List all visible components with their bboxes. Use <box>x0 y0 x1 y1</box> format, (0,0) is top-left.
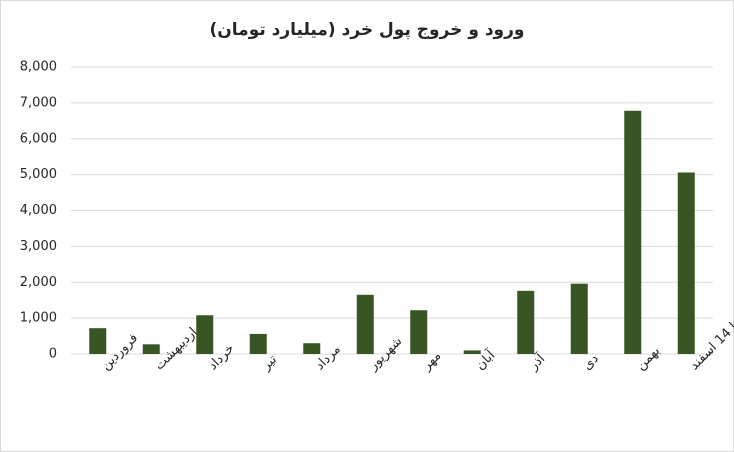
y-tick-label: 4,000 <box>20 203 57 218</box>
bar <box>624 110 642 354</box>
y-tick-label: 3,000 <box>20 239 57 254</box>
y-tick-label: 1,000 <box>20 311 57 326</box>
y-tick-label: 8,000 <box>20 60 57 75</box>
y-tick-label: 2,000 <box>20 275 57 290</box>
bar <box>356 294 374 354</box>
bar <box>570 283 588 354</box>
bar <box>142 344 160 354</box>
bar <box>249 333 267 354</box>
y-tick-label: 0 <box>49 347 57 362</box>
bar <box>517 290 535 354</box>
y-tick-label: 6,000 <box>20 131 57 146</box>
y-tick-label: 5,000 <box>20 167 57 182</box>
bar <box>196 315 214 354</box>
bar <box>410 310 428 354</box>
bar <box>463 350 481 354</box>
y-tick-label: 7,000 <box>20 95 57 110</box>
bar <box>89 328 107 354</box>
bar <box>303 343 321 354</box>
bar <box>677 172 695 354</box>
chart-title: ورود و خروج پول خرد (میلیارد تومان) <box>210 20 525 40</box>
